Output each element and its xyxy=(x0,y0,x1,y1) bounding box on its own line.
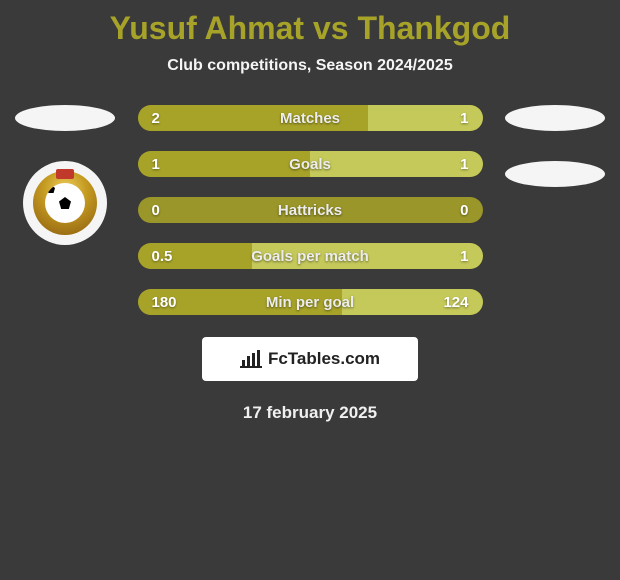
player-left-club-badge xyxy=(23,161,107,245)
stat-row: 1 1 Goals xyxy=(138,151,483,177)
date-label: 17 february 2025 xyxy=(0,403,620,423)
stat-value-right: 1 xyxy=(460,248,468,265)
bar-fill-left xyxy=(138,151,311,177)
comparison-card: Yusuf Ahmat vs Thankgod Club competition… xyxy=(0,0,620,423)
brand-text: FcTables.com xyxy=(268,349,380,369)
stat-value-right: 0 xyxy=(460,202,468,219)
stat-value-left: 1 xyxy=(152,156,160,173)
player-left-column xyxy=(10,105,120,245)
soccer-ball-icon xyxy=(45,183,85,223)
player-left-name-placeholder xyxy=(15,105,115,131)
stat-value-right: 1 xyxy=(460,110,468,127)
player-right-column xyxy=(500,105,610,187)
stat-label: Hattricks xyxy=(278,202,342,219)
stat-value-left: 0.5 xyxy=(152,248,173,265)
bar-chart-icon xyxy=(240,350,262,368)
stat-label: Matches xyxy=(280,110,340,127)
brand-box[interactable]: FcTables.com xyxy=(202,337,418,381)
stat-row: 180 124 Min per goal xyxy=(138,289,483,315)
stat-row: 2 1 Matches xyxy=(138,105,483,131)
stat-label: Goals xyxy=(289,156,331,173)
stats-table: 2 1 Matches 1 1 Goals 0 0 Hattricks 0.5 1 Goals per… xyxy=(138,105,483,315)
stat-value-right: 1 xyxy=(460,156,468,173)
page-title: Yusuf Ahmat vs Thankgod xyxy=(0,10,620,47)
stat-value-left: 0 xyxy=(152,202,160,219)
stat-label: Goals per match xyxy=(251,248,369,265)
stat-value-right: 124 xyxy=(443,294,468,311)
stat-value-left: 2 xyxy=(152,110,160,127)
main-area: 2 1 Matches 1 1 Goals 0 0 Hattricks 0.5 1 Goals per… xyxy=(0,105,620,315)
stat-label: Min per goal xyxy=(266,294,354,311)
stat-row: 0.5 1 Goals per match xyxy=(138,243,483,269)
subtitle: Club competitions, Season 2024/2025 xyxy=(0,57,620,75)
player-right-club-placeholder xyxy=(505,161,605,187)
stat-row: 0 0 Hattricks xyxy=(138,197,483,223)
player-right-name-placeholder xyxy=(505,105,605,131)
bar-fill-right xyxy=(310,151,483,177)
stat-value-left: 180 xyxy=(152,294,177,311)
